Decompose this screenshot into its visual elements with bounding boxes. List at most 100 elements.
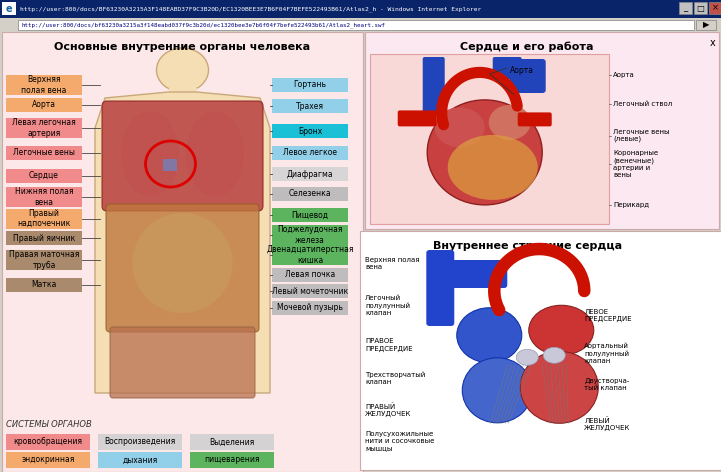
FancyBboxPatch shape <box>426 250 454 326</box>
Bar <box>2 32 363 472</box>
Text: Аорта: Аорта <box>613 72 634 78</box>
Text: Двенадцатиперстная
кишка: Двенадцатиперстная кишка <box>266 245 354 265</box>
FancyBboxPatch shape <box>510 59 546 93</box>
Bar <box>6 169 82 183</box>
Text: Левое легкое: Левое легкое <box>283 148 337 157</box>
Bar <box>190 452 274 468</box>
Bar <box>272 167 348 181</box>
Bar <box>0 0 721 18</box>
Text: эндокринная: эндокринная <box>22 455 75 464</box>
Text: Внутреннее строение сердца: Внутреннее строение сердца <box>433 241 622 251</box>
Bar <box>162 159 177 171</box>
Text: Перикард: Перикард <box>613 202 649 208</box>
Text: Верхняя полая
вена: Верхняя полая вена <box>365 257 420 270</box>
Text: Трахея: Трахея <box>296 102 324 111</box>
Text: ▶: ▶ <box>703 20 709 29</box>
Text: Сердце: Сердце <box>29 171 59 180</box>
Ellipse shape <box>521 351 598 423</box>
Text: Коронарные
(венечные)
артерии и
вены: Коронарные (венечные) артерии и вены <box>613 150 658 177</box>
Text: http://user:800/docs/BF63230A3215A3F148EABD37F9C3B20D/EC1320BEE3E7B6F04F7BEFE522: http://user:800/docs/BF63230A3215A3F148E… <box>20 6 481 12</box>
Text: Легочный ствол: Легочный ствол <box>613 101 672 107</box>
FancyBboxPatch shape <box>398 110 437 126</box>
Ellipse shape <box>544 347 565 363</box>
Ellipse shape <box>462 358 532 423</box>
Bar <box>2 2 16 15</box>
Text: Верхняя
полая вена: Верхняя полая вена <box>22 75 66 95</box>
FancyBboxPatch shape <box>423 57 445 116</box>
Bar <box>272 301 348 315</box>
Text: Мочевой пузырь: Мочевой пузырь <box>277 303 343 312</box>
Text: Правый
надпочечник: Правый надпочечник <box>17 209 71 228</box>
Ellipse shape <box>156 48 208 92</box>
Text: Легочные вены: Легочные вены <box>13 148 75 157</box>
Text: ×: × <box>712 3 719 12</box>
Text: Трехстворчатый
клапан: Трехстворчатый клапан <box>365 371 425 385</box>
Bar <box>360 231 721 470</box>
Bar <box>696 20 716 30</box>
Bar <box>6 434 90 450</box>
Bar <box>98 452 182 468</box>
Bar <box>6 278 82 292</box>
Text: Легочные вены
(левые): Легочные вены (левые) <box>613 129 670 143</box>
Text: □: □ <box>696 3 704 12</box>
Text: Диафрагма: Диафрагма <box>287 169 333 178</box>
Text: Матка: Матка <box>31 280 57 289</box>
Ellipse shape <box>133 213 232 313</box>
Bar <box>365 32 719 229</box>
Text: Сердце и его работа: Сердце и его работа <box>460 42 594 52</box>
Text: Полусухожильные
нити и сосочковые
мышцы: Полусухожильные нити и сосочковые мышцы <box>365 431 434 451</box>
Ellipse shape <box>435 108 485 147</box>
Bar <box>272 245 348 265</box>
Text: кровообращения: кровообращения <box>14 438 82 447</box>
Ellipse shape <box>457 308 522 363</box>
Bar <box>6 75 82 95</box>
Text: Выделения: Выделения <box>209 438 255 447</box>
Ellipse shape <box>186 111 244 196</box>
Bar <box>6 145 82 160</box>
Bar <box>694 2 707 14</box>
Text: Двустворча-
тый клапан: Двустворча- тый клапан <box>584 378 629 391</box>
Text: Пищевод: Пищевод <box>291 211 329 220</box>
Bar <box>272 268 348 282</box>
Bar <box>6 98 82 112</box>
Text: Аорта: Аорта <box>32 100 56 109</box>
Text: Селезенка: Селезенка <box>288 189 332 198</box>
Ellipse shape <box>448 135 538 200</box>
Text: Гортань: Гортань <box>293 80 327 90</box>
FancyBboxPatch shape <box>106 204 259 332</box>
Text: дыхания: дыхания <box>123 455 158 464</box>
Bar <box>272 225 348 245</box>
Ellipse shape <box>428 100 542 205</box>
Text: Правая маточная
труба: Правая маточная труба <box>9 250 79 270</box>
Text: Основные внутренние органы человека: Основные внутренние органы человека <box>55 42 311 52</box>
Bar <box>6 250 82 270</box>
Text: ЛЕВОЕ
ПРЕДСЕРДИЕ: ЛЕВОЕ ПРЕДСЕРДИЕ <box>584 309 632 322</box>
Text: ПРАВЫЙ
ЖЕЛУДОЧЕК: ПРАВЫЙ ЖЕЛУДОЧЕК <box>365 403 412 417</box>
Text: Аорта: Аорта <box>510 66 534 75</box>
Bar <box>272 124 348 138</box>
Text: Левый мочеточник: Левый мочеточник <box>272 287 348 295</box>
Text: Бронх: Бронх <box>298 126 322 135</box>
Bar <box>6 452 90 468</box>
Text: ПРАВОЕ
ПРЕДСЕРДИЕ: ПРАВОЕ ПРЕДСЕРДИЕ <box>365 338 412 352</box>
Text: Нижняя полая
вена: Нижняя полая вена <box>14 187 74 207</box>
Bar <box>169 88 197 108</box>
Ellipse shape <box>516 349 539 365</box>
Text: Воспроизведения: Воспроизведения <box>105 438 176 447</box>
Text: Левая почка: Левая почка <box>285 270 335 279</box>
FancyBboxPatch shape <box>102 101 263 211</box>
FancyBboxPatch shape <box>518 112 552 126</box>
Bar <box>272 208 348 222</box>
Ellipse shape <box>528 305 594 355</box>
Text: e: e <box>6 4 12 14</box>
Bar <box>98 434 182 450</box>
Bar <box>18 20 694 30</box>
FancyBboxPatch shape <box>441 260 508 288</box>
Bar <box>272 284 348 298</box>
Bar <box>272 145 348 160</box>
Polygon shape <box>95 92 270 393</box>
Text: ЛЕВЫЙ
ЖЕЛУДОЧЕК: ЛЕВЫЙ ЖЕЛУДОЧЕК <box>584 417 631 431</box>
Bar <box>6 118 82 138</box>
Text: x: x <box>710 38 716 48</box>
Text: _: _ <box>684 3 688 12</box>
